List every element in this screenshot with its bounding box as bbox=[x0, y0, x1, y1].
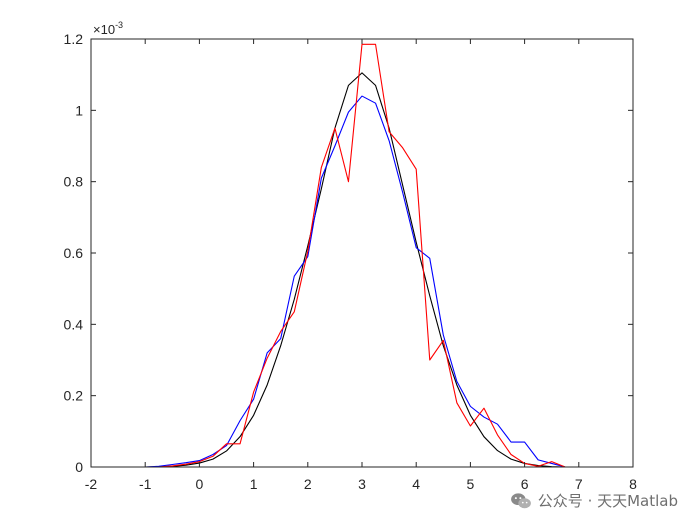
y-tick-label: 0.8 bbox=[64, 174, 84, 190]
x-tick-label: 0 bbox=[196, 476, 204, 492]
x-tick-label: 8 bbox=[629, 476, 637, 492]
x-tick-label: 2 bbox=[304, 476, 312, 492]
x-tick-label: 5 bbox=[467, 476, 475, 492]
y-tick-label: 0.4 bbox=[64, 316, 84, 332]
axes-layer bbox=[90, 38, 634, 468]
y-tick-label: 0.6 bbox=[64, 245, 84, 261]
x-tick-label: 1 bbox=[250, 476, 258, 492]
wechat-icon bbox=[510, 492, 531, 508]
watermark: 公众号 · 天天Matlab bbox=[510, 490, 678, 511]
watermark-text: 公众号 · 天天Matlab bbox=[537, 492, 678, 510]
y-tick-label: 1 bbox=[75, 102, 83, 118]
x-tick-label: 4 bbox=[412, 476, 420, 492]
x-tick-label: 3 bbox=[358, 476, 366, 492]
x-tick-label: -1 bbox=[139, 476, 152, 492]
label-layer: -2 -1 0 1 2 3 4 5 6 7 8 0 0.2 0.4 0.6 0.8 1 1.2 bbox=[64, 31, 638, 492]
y-tick-label: 0.2 bbox=[64, 388, 84, 404]
y-tick-label: 0 bbox=[75, 459, 83, 475]
plot-area-background bbox=[91, 39, 633, 467]
series-line-3 bbox=[91, 43, 633, 468]
y-tick-label: 1.2 bbox=[64, 31, 84, 47]
x-tick-label: -2 bbox=[85, 476, 98, 492]
y-exponent-label: ×10-3 bbox=[93, 20, 123, 37]
x-tick-label: 6 bbox=[521, 476, 529, 492]
series-layer bbox=[91, 43, 633, 468]
series-line-2 bbox=[91, 95, 633, 468]
x-tick-label: 7 bbox=[575, 476, 583, 492]
